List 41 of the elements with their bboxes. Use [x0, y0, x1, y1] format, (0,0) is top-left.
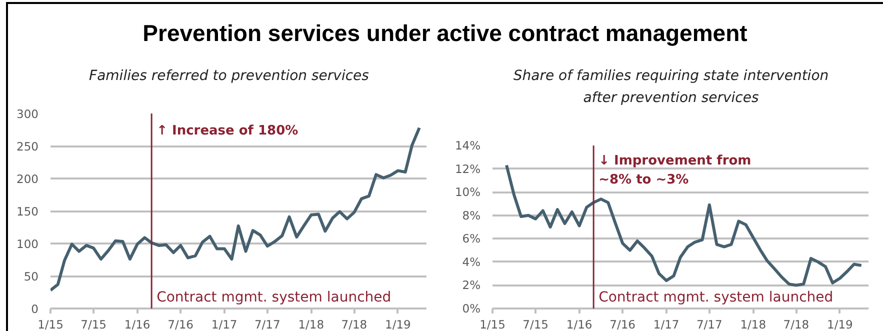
x-tick-label: 1/16: [124, 318, 150, 331]
y-tick-label: 100: [16, 237, 39, 251]
y-tick-label: 300: [16, 107, 39, 121]
x-tick-label: 7/16: [610, 318, 636, 331]
x-tick-label: 1/15: [480, 318, 506, 331]
x-tick-label: 1/18: [740, 318, 766, 331]
annotation: ↑ Increase of 180%: [156, 123, 298, 138]
y-tick-label: 6%: [462, 232, 481, 246]
y-tick-label: 2%: [462, 278, 481, 292]
y-tick-label: 250: [16, 140, 39, 154]
x-tick-label: 1/17: [211, 318, 238, 331]
ref-line-label: Contract mgmt. system launched: [156, 290, 392, 306]
y-tick-label: 8%: [462, 208, 481, 222]
chart-subtitle: Share of families requiring state intervention after prevention services: [512, 67, 830, 108]
x-tick-label: 1/18: [298, 318, 324, 331]
x-tick-label: 7/17: [696, 318, 722, 331]
y-tick-label: 150: [16, 204, 39, 218]
chart-title: Prevention services under active contract management: [142, 19, 748, 48]
x-tick-label: 1/19: [827, 318, 853, 331]
y-tick-label: 0: [31, 302, 39, 316]
x-tick-label: 7/17: [254, 318, 280, 331]
x-tick-label: 7/15: [80, 318, 106, 331]
y-tick-label: 12%: [454, 162, 481, 176]
y-tick-label: 4%: [462, 254, 481, 269]
x-tick-label: 1/15: [38, 318, 64, 331]
y-tick-label: 10%: [454, 185, 481, 200]
x-tick-label: 1/19: [385, 318, 411, 331]
ref-line-label: Contract mgmt. system launched: [598, 290, 834, 306]
chart-subtitle: Families referred to prevention services: [88, 67, 370, 86]
x-tick-label: 7/18: [341, 318, 368, 331]
x-tick-label: 1/16: [566, 318, 592, 331]
line-series: [50, 126, 421, 292]
y-tick-label: 0%: [462, 302, 481, 316]
y-tick-label: 200: [16, 172, 39, 186]
x-tick-label: 7/15: [522, 318, 548, 331]
annotation: ↓ Improvement from ~8% to ~3%: [598, 154, 752, 188]
x-tick-label: 7/18: [783, 318, 810, 331]
y-tick-label: 50: [24, 270, 39, 284]
y-tick-label: 14%: [454, 138, 481, 152]
x-tick-label: 7/16: [168, 318, 194, 331]
x-tick-label: 1/17: [653, 318, 680, 331]
